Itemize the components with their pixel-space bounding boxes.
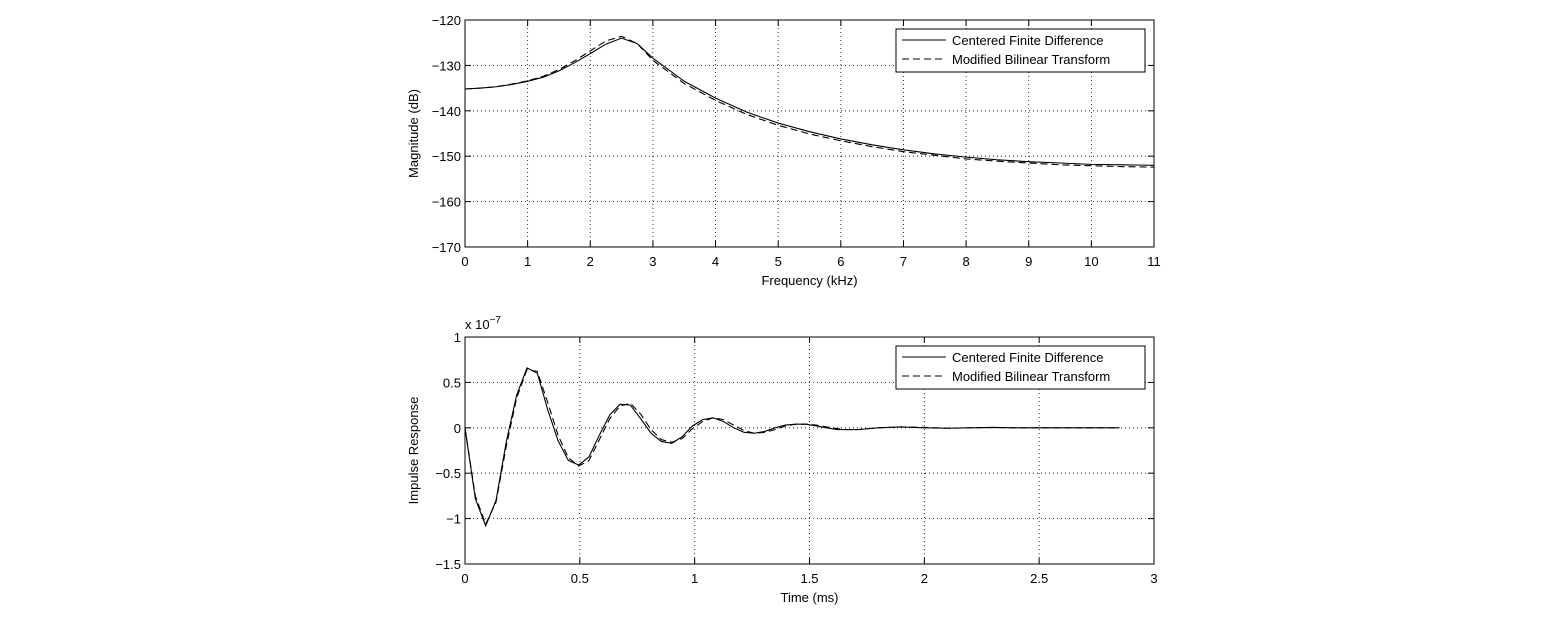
y-tick-label: 0 <box>454 421 461 436</box>
y-tick-label: −0.5 <box>435 466 461 481</box>
x-tick-label: 3 <box>649 254 656 269</box>
impulse-response-chart: 0 0.5 1 1.5 2 2.5 3 −1.5 −1 −0.5 0 0.5 1 Time (ms) Imp… <box>406 315 1158 605</box>
x-axis-label: Time (ms) <box>780 590 838 605</box>
y-tick-label: −1 <box>446 512 461 527</box>
x-tick-label: 0 <box>461 254 468 269</box>
y-tick-label: −160 <box>432 195 461 210</box>
legend-entry-label: Centered Finite Difference <box>952 33 1104 48</box>
y-tick-label: −150 <box>432 149 461 164</box>
grid <box>465 20 1154 247</box>
x-tick-label: 1.5 <box>800 571 818 586</box>
legend-box <box>895 28 1146 73</box>
y-tick-label: 1 <box>454 330 461 345</box>
x-tick-label: 9 <box>1025 254 1032 269</box>
y-tick-label: −140 <box>432 104 461 119</box>
x-tick-label: 0 <box>461 571 468 586</box>
magnitude-chart: 0 1 2 3 4 5 6 7 8 9 10 11 −170 −160 −150 −140 −130 −120 Fr… <box>406 13 1161 288</box>
x-tick-label: 4 <box>712 254 719 269</box>
series-line-modified-bilinear-transform <box>464 369 1120 526</box>
x-tick-label: 6 <box>837 254 844 269</box>
x-tick-label: 8 <box>962 254 969 269</box>
y-axis-label: Magnitude (dB) <box>406 89 421 178</box>
x-tick-label: 2 <box>587 254 594 269</box>
grid <box>465 337 1154 564</box>
x-tick-label: 3 <box>1150 571 1157 586</box>
x-tick-label: 2.5 <box>1030 571 1048 586</box>
legend: Centered Finite Difference Modified Bilin… <box>895 345 1146 390</box>
y-tick-label: −120 <box>432 13 461 28</box>
y-axis-label: Impulse Response <box>406 397 421 505</box>
legend-entry-label: Modified Bilinear Transform <box>952 369 1110 384</box>
legend-entry-label: Modified Bilinear Transform <box>952 52 1110 67</box>
x-tick-label: 5 <box>775 254 782 269</box>
x-tick-label: 2 <box>921 571 928 586</box>
x-tick-label: 0.5 <box>571 571 589 586</box>
y-tick-label: 0.5 <box>443 375 461 390</box>
x-tick-label: 10 <box>1084 254 1098 269</box>
y-axis-exponent-label: x 10−7 <box>465 315 501 332</box>
x-tick-label: 1 <box>691 571 698 586</box>
x-axis-label: Frequency (kHz) <box>761 273 857 288</box>
series-line-centered-finite-difference <box>464 37 1155 166</box>
legend-box <box>895 345 1146 390</box>
x-tick-label: 1 <box>524 254 531 269</box>
y-tick-label: −1.5 <box>435 557 461 572</box>
y-tick-label: −170 <box>432 240 461 255</box>
y-tick-label: −130 <box>432 58 461 73</box>
series-line-modified-bilinear-transform <box>464 35 1155 168</box>
legend: Centered Finite Difference Modified Bilin… <box>895 28 1146 73</box>
x-tick-label: 11 <box>1147 254 1161 269</box>
series-line-centered-finite-difference <box>464 367 1120 528</box>
x-tick-label: 7 <box>900 254 907 269</box>
legend-entry-label: Centered Finite Difference <box>952 350 1104 365</box>
axes-box <box>464 19 1155 248</box>
